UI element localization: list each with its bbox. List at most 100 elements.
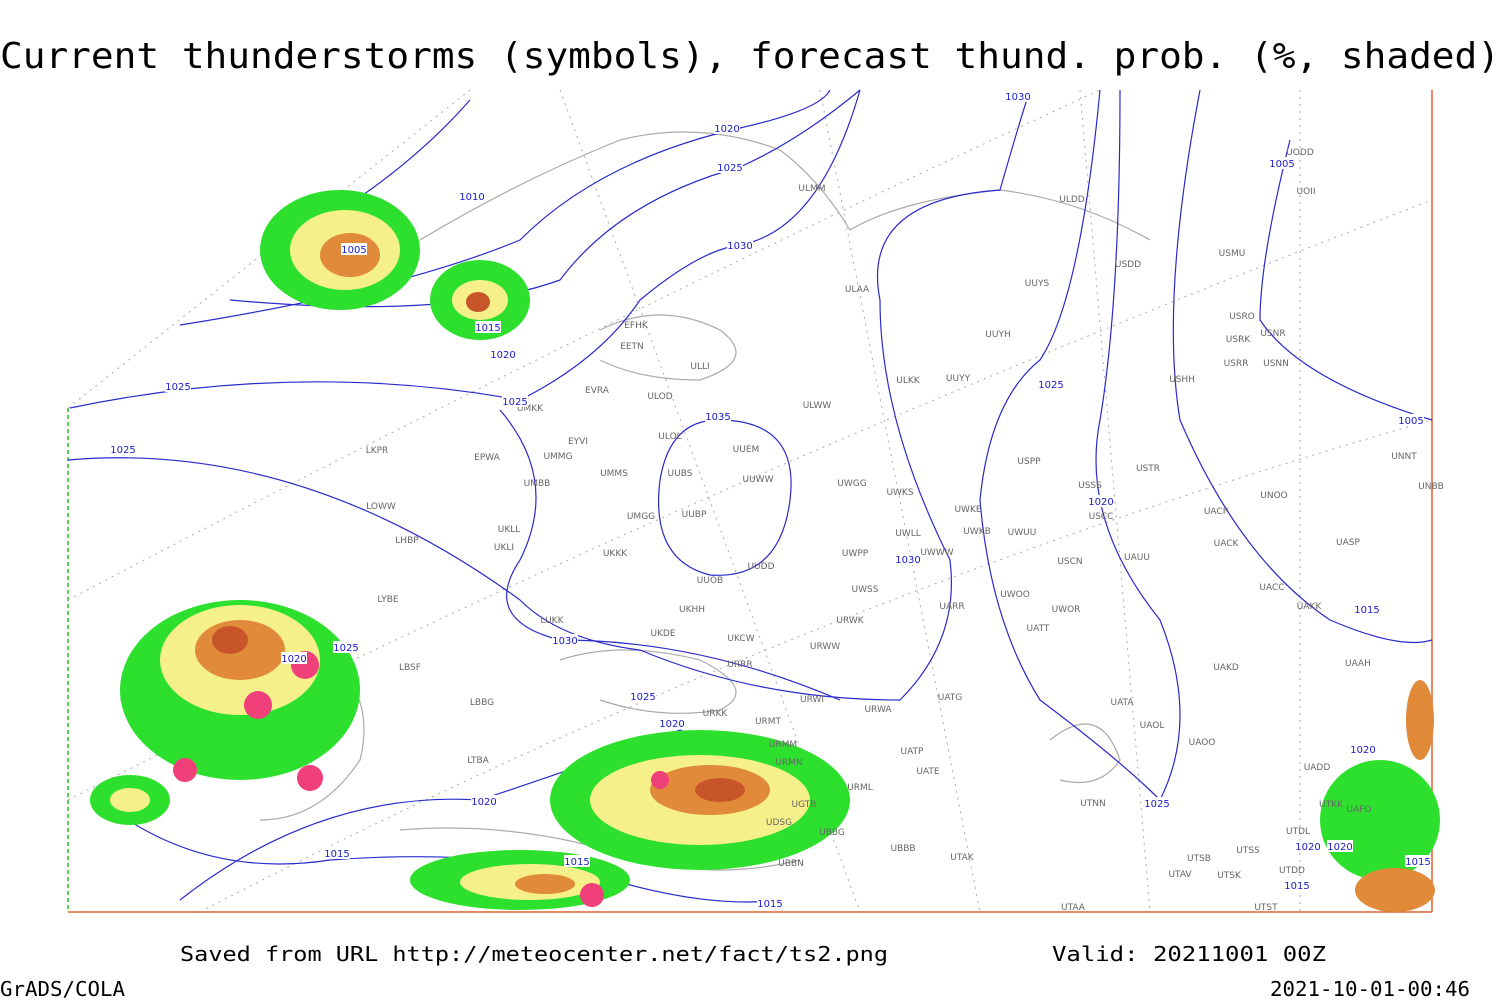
station-code: UAFO (1346, 805, 1371, 815)
station-code: UWOO (1000, 590, 1030, 600)
station-code: UWOR (1052, 605, 1081, 615)
station-code: USMU (1219, 249, 1246, 259)
isobar-label: 1015 (564, 857, 589, 868)
isobar-label-bg (552, 634, 578, 646)
station-code: UATA (1110, 698, 1134, 708)
station-code: UACC (1259, 583, 1284, 593)
station-code: UWWW (920, 548, 953, 558)
station-code: UAKD (1213, 663, 1239, 673)
station-code: UUBP (682, 510, 707, 520)
station-code: URMT (755, 717, 782, 727)
probability-shading (90, 190, 1440, 912)
station-code: UTKK (1319, 800, 1344, 810)
isobar-label-bg (281, 652, 307, 664)
station-code: USRO (1229, 312, 1255, 322)
station-code: UBBG (819, 828, 845, 838)
station-code: UWKB (963, 527, 991, 537)
station-code: ULAA (845, 285, 870, 295)
timestamp: 2021-10-01-00:46 (1270, 977, 1470, 1000)
station-code: UUYH (985, 330, 1010, 340)
isobar-label: 1025 (502, 397, 527, 408)
isobar-label-bg (659, 717, 685, 729)
station-code: UMMS (600, 469, 628, 479)
station-code: URWW (810, 642, 840, 652)
isobar-label: 1025 (1038, 380, 1063, 391)
station-code: UUWW (743, 475, 774, 485)
isobar-label-bg (1038, 378, 1064, 390)
isobar-label-bg (1295, 840, 1321, 852)
station-code: UWSS (852, 585, 879, 595)
isobar-label: 1025 (630, 692, 655, 703)
station-code: EYVI (568, 437, 588, 447)
station-code: URMN (775, 758, 802, 768)
isobar-label-bg (757, 897, 783, 909)
station-code: UAAH (1345, 659, 1371, 669)
station-code: URWA (864, 705, 892, 715)
station-code: UWLL (895, 529, 921, 539)
station-code: USNR (1260, 329, 1285, 339)
station-code: URML (847, 783, 873, 793)
station-code: UWGG (837, 479, 866, 489)
station-code: UODD (1286, 148, 1314, 158)
isobar-label-bg (630, 690, 656, 702)
isobar-label: 1020 (490, 350, 515, 361)
isobar-label-bg (341, 243, 367, 255)
station-code: USCN (1057, 557, 1082, 567)
isobar-label: 1030 (1005, 92, 1030, 103)
isobar-label: 1020 (1088, 497, 1113, 508)
isobar-label: 1025 (717, 163, 742, 174)
station-code: UTDD (1279, 866, 1305, 876)
station-code: USSS (1078, 481, 1102, 491)
station-code: UGTB (792, 800, 817, 810)
station-code: LHBP (395, 536, 419, 546)
station-code: UTSS (1236, 846, 1260, 856)
isobar-label-bg (324, 847, 350, 859)
station-code: UWKE (954, 505, 981, 515)
station-code: USDD (1115, 260, 1141, 270)
station-code: UKCW (727, 634, 754, 644)
station-code: ULMM (798, 184, 825, 194)
station-code: LOWW (366, 502, 396, 512)
isobar-label: 1025 (1144, 799, 1169, 810)
isobar-label: 1020 (281, 654, 306, 665)
isobar-label: 1030 (895, 555, 920, 566)
isobar-label: 1025 (165, 382, 190, 393)
isobar-label: 1020 (471, 797, 496, 808)
station-code: USHH (1169, 375, 1195, 385)
station-code: UWUU (1008, 528, 1037, 538)
station-code: UUDD (747, 562, 774, 572)
station-code: UAOL (1140, 721, 1165, 731)
isobar-labels: 1030 1020 1005 1025 1010 1005 1030 1015 1020 1025… (110, 90, 1431, 910)
station-code: LBBG (470, 698, 494, 708)
station-code: LYBE (377, 595, 398, 605)
station-code: UTNN (1080, 799, 1106, 809)
station-code: ULWW (803, 401, 832, 411)
station-code: UTSK (1217, 871, 1242, 881)
station-code: LBSF (399, 663, 421, 673)
isobar-label-bg (1284, 879, 1310, 891)
station-code: URWI (800, 695, 824, 705)
station-code: EVRA (585, 386, 610, 396)
isobar-label-bg (717, 161, 743, 173)
isobar-label: 1030 (727, 241, 752, 252)
station-code: UDSG (766, 818, 792, 828)
station-code: USPP (1017, 457, 1041, 467)
station-code: UATT (1027, 624, 1050, 634)
station-code: USRR (1224, 359, 1249, 369)
station-code: ULKK (896, 376, 921, 386)
isobar-label-bg (110, 443, 136, 455)
station-code: UKKK (603, 549, 628, 559)
station-code: USNN (1263, 359, 1289, 369)
station-code: UMMG (543, 452, 572, 462)
station-code: UAKK (1297, 602, 1323, 612)
isobar-label-bg (1354, 603, 1380, 615)
isobar-label-bg (490, 348, 516, 360)
station-code: ULOL (658, 432, 681, 442)
map-frame (67, 90, 1433, 913)
station-labels: ULMM ULDD USDD USMU UOII UODD ULAA UUYS USRO USNR… (366, 148, 1444, 913)
isobar-label: 1015 (324, 849, 349, 860)
station-code: URMM (769, 740, 797, 750)
station-code: UTDL (1286, 827, 1310, 837)
station-code: USCC (1089, 512, 1114, 522)
station-code: UARR (939, 602, 964, 612)
